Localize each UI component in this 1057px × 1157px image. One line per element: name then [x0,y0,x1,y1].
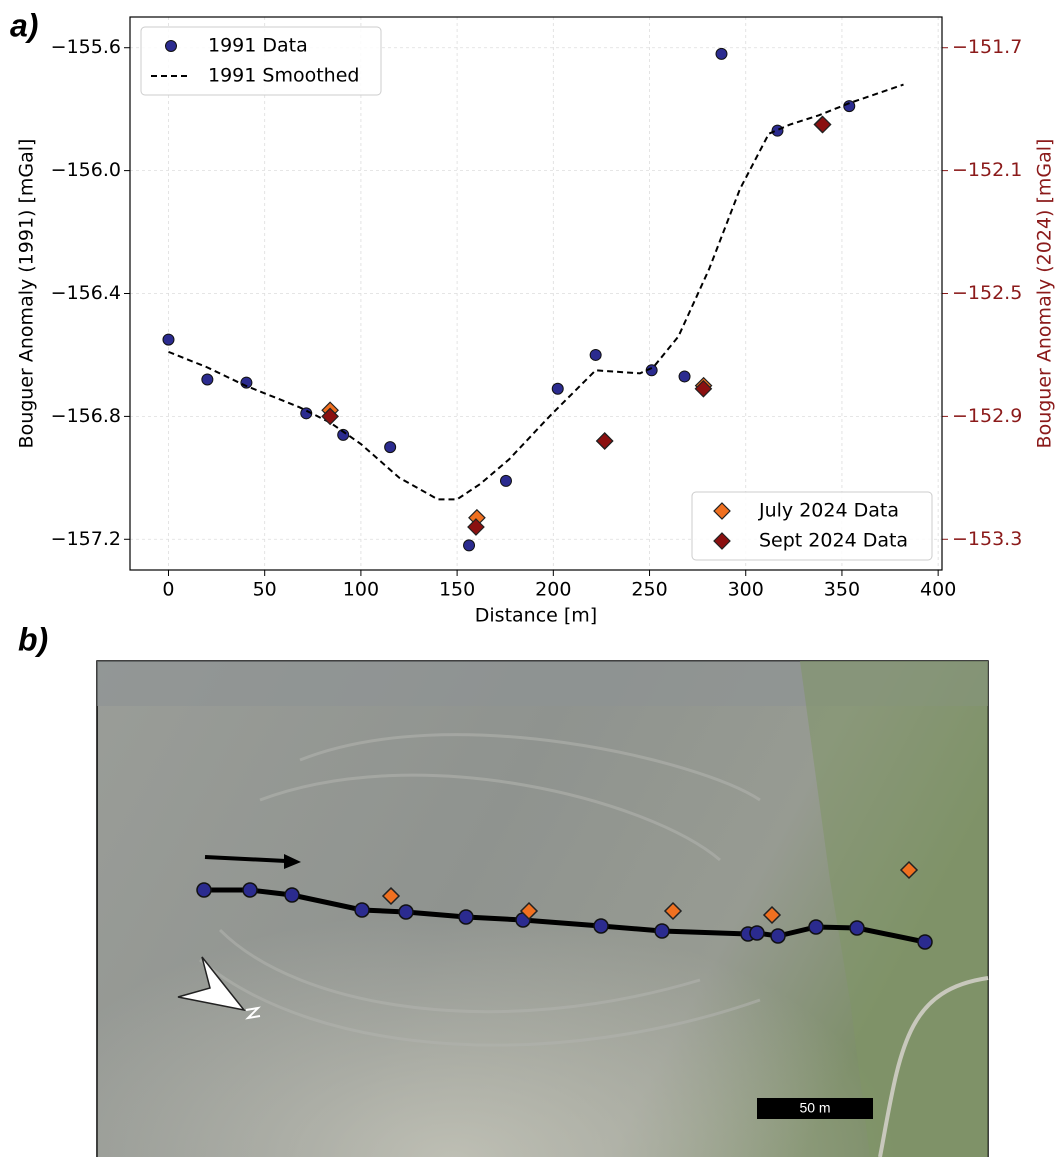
circle-marker [463,539,476,552]
y2-axis-label: Bouguer Anomaly (2024) [mGal] [1034,139,1056,449]
circle-marker [551,382,564,395]
circle-marker [384,441,397,454]
legend-box [140,26,382,96]
panel-label: b) [18,621,48,657]
circle-marker [678,370,691,383]
circle-marker [645,364,658,377]
y-tick-label: −156.4 [51,282,121,304]
grid [130,17,942,570]
y-tick-label: −156.8 [51,405,121,427]
circle-marker [589,348,602,361]
circle-marker [165,40,177,52]
circle-marker [201,373,214,386]
diamond-marker [813,115,832,134]
line [168,83,904,501]
circle-marker [499,474,512,487]
circle-marker [337,428,350,441]
y-tick-label: −157.2 [51,528,121,550]
diamond-marker [713,532,731,550]
y2-tick-label: −152.9 [952,405,1022,427]
legend-label: 1991 Smoothed [208,65,359,87]
panel-label: a) [10,7,38,43]
legend-label: July 2024 Data [758,500,899,522]
y2-tick-label: −151.7 [952,36,1022,58]
y-tick-label: −155.6 [51,36,121,58]
x-tick-label: 300 [728,579,764,601]
y2-tick-label: −152.1 [952,159,1022,181]
y2-tick-label: −152.5 [952,282,1022,304]
circle-marker [843,100,856,113]
diamond-marker [713,502,731,520]
x-tick-label: 150 [439,579,475,601]
diamond-marker [694,379,713,398]
circle-marker [162,333,175,346]
legend-label: 1991 Data [208,35,308,57]
diamond-marker [467,518,485,536]
legend-label: Sept 2024 Data [759,530,908,552]
y2-tick-label: −153.3 [952,528,1022,550]
x-axis-label: Distance [m] [475,605,597,627]
legend-box [691,491,933,561]
x-tick-label: 250 [631,579,667,601]
x-tick-label: 0 [162,579,174,601]
x-tick-label: 100 [343,579,379,601]
y-axis-label: Bouguer Anomaly (1991) [mGal] [16,139,38,449]
x-tick-label: 350 [824,579,860,601]
scale-bar-label: 50 m [799,1100,830,1116]
photo [96,660,989,1157]
y-tick-label: −156.0 [51,159,121,181]
diamond-marker [321,407,339,426]
circle-marker [715,47,728,60]
x-tick-label: 200 [535,579,571,601]
x-tick-label: 400 [920,579,956,601]
diamond-marker [595,432,614,450]
plot-frame [129,16,943,571]
x-tick-label: 50 [253,579,277,601]
